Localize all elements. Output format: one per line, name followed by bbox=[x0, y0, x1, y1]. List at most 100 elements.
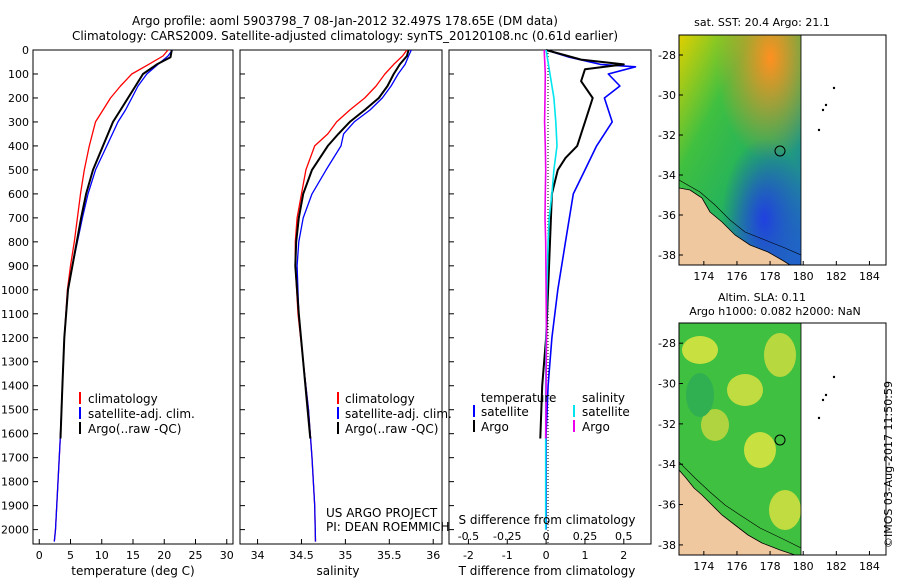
legend-label-s-argo: Argo bbox=[582, 420, 610, 434]
temperature-x-axis: 0 5 10 15 20 25 30 bbox=[36, 539, 234, 562]
series-line bbox=[544, 49, 558, 530]
map-x-tick-label: 182 bbox=[826, 270, 847, 283]
x-tick-label: -1 bbox=[502, 549, 513, 562]
difference-x-axis: -2 -1 0 1 2 bbox=[463, 539, 627, 562]
depth-tick-label: 1100 bbox=[1, 308, 29, 321]
salinity-scale-label: -0.5 bbox=[458, 530, 479, 543]
sla-map-frame bbox=[678, 322, 887, 556]
series-line bbox=[59, 49, 173, 439]
map-y-tick-label: -34 bbox=[658, 458, 676, 471]
map-x-tick-label: 176 bbox=[726, 560, 747, 573]
x-tick-label: 0 bbox=[36, 549, 43, 562]
legend-label-climatology: climatology bbox=[345, 392, 415, 406]
x-tick-label: 36 bbox=[426, 549, 440, 562]
map-y-tick-label: -32 bbox=[658, 129, 676, 142]
depth-tick-label: 1700 bbox=[1, 452, 29, 465]
depth-tick-label: 1600 bbox=[1, 428, 29, 441]
map-x-tick-label: 176 bbox=[726, 270, 747, 283]
legend-label-argo: Argo(..raw -QC) bbox=[345, 422, 438, 436]
series-line bbox=[545, 49, 637, 530]
depth-tick-label: 100 bbox=[8, 68, 29, 81]
map-x-tick-label: 178 bbox=[760, 560, 781, 573]
depth-tick-label: 2000 bbox=[1, 524, 29, 537]
project-credit: US ARGO PROJECT bbox=[326, 506, 438, 520]
depth-tick-label: 1900 bbox=[1, 500, 29, 513]
temperature-plot-frame bbox=[32, 49, 234, 545]
legend-label-climatology: climatology bbox=[88, 392, 158, 406]
kermadec-islands bbox=[817, 375, 836, 420]
x-tick-label: 15 bbox=[126, 549, 140, 562]
legend-title-temperature: temperature bbox=[481, 391, 556, 405]
s-difference-axis-label: S difference from climatology bbox=[459, 513, 636, 527]
salinity-scale-label: 0 bbox=[543, 530, 550, 543]
salinity-plot-frame bbox=[239, 49, 443, 545]
x-tick-label: 25 bbox=[189, 549, 203, 562]
island-dot bbox=[824, 103, 828, 107]
sla-map-axes: 174 176 178 180 182 184 -28 -30 -32 -34 -36 -38 bbox=[658, 337, 880, 573]
depth-tick-label: 300 bbox=[8, 116, 29, 129]
sst-map-axes: 174 176 178 180 182 184 -28 -30 -32 -34 -36 -38 bbox=[658, 49, 880, 283]
map-y-tick-label: -36 bbox=[658, 499, 676, 512]
argo-position-marker bbox=[774, 434, 786, 446]
x-tick-label: 35 bbox=[338, 549, 352, 562]
map-x-tick-label: 178 bbox=[760, 270, 781, 283]
sla-map-image bbox=[679, 323, 801, 555]
series-line bbox=[296, 49, 412, 542]
salinity-scale-label: -0.25 bbox=[493, 530, 521, 543]
figure-title-line-1: Argo profile: aoml 5903798_7 08-Jan-2012… bbox=[132, 14, 558, 28]
sla-low-region bbox=[686, 373, 714, 417]
new-zealand-land bbox=[679, 469, 796, 555]
depth-tick-label: 700 bbox=[8, 212, 29, 225]
salinity-legend: climatology satellite-adj. clim. Argo(..… bbox=[337, 392, 452, 436]
island-dot bbox=[832, 86, 836, 90]
salinity-axis-label: salinity bbox=[316, 564, 359, 578]
difference-series bbox=[539, 49, 637, 530]
sla-high-region bbox=[769, 490, 801, 530]
depth-tick-label: 1400 bbox=[1, 380, 29, 393]
map-x-tick-label: 174 bbox=[693, 270, 714, 283]
depth-tick-label: 1200 bbox=[1, 332, 29, 345]
depth-tick-label: 500 bbox=[8, 164, 29, 177]
map-y-tick-label: -30 bbox=[658, 89, 676, 102]
depth-tick-label: 600 bbox=[8, 188, 29, 201]
legend-label-t-satellite: satellite bbox=[481, 405, 529, 419]
map-x-tick-label: 180 bbox=[793, 270, 814, 283]
temperature-series bbox=[53, 49, 173, 542]
t-difference-axis-label: T difference from climatology bbox=[458, 564, 636, 578]
temperature-legend: climatology satellite-adj. clim. Argo(..… bbox=[79, 392, 195, 436]
difference-salinity-scale: -0.5 -0.25 0 0.25 0.5 bbox=[458, 530, 633, 543]
sla-high-region bbox=[701, 409, 729, 441]
map-y-tick-label: -38 bbox=[658, 249, 676, 262]
bathymetry-contour bbox=[679, 179, 801, 256]
legend-label-t-argo: Argo bbox=[481, 420, 509, 434]
x-tick-label: 35.5 bbox=[377, 549, 402, 562]
map-y-tick-label: -36 bbox=[658, 209, 676, 222]
x-tick-label: 5 bbox=[67, 549, 74, 562]
sst-map-frame bbox=[678, 34, 887, 266]
map-y-tick-label: -30 bbox=[658, 378, 676, 391]
island-dot bbox=[824, 393, 828, 397]
x-tick-label: 34.5 bbox=[289, 549, 314, 562]
depth-tick-label: 400 bbox=[8, 140, 29, 153]
x-tick-label: 10 bbox=[95, 549, 109, 562]
series-line bbox=[53, 49, 173, 542]
sla-high-region bbox=[727, 374, 763, 406]
x-tick-label: 0 bbox=[543, 549, 550, 562]
map-y-tick-label: -34 bbox=[658, 169, 676, 182]
salinity-series bbox=[294, 49, 412, 542]
salinity-x-axis: 34 34.5 35 35.5 36 bbox=[251, 539, 440, 562]
depth-tick-label: 0 bbox=[22, 44, 29, 57]
x-tick-label: 1 bbox=[581, 549, 588, 562]
x-tick-label: 34 bbox=[251, 549, 265, 562]
map-y-tick-label: -32 bbox=[658, 418, 676, 431]
temperature-axis-label: temperature (deg C) bbox=[71, 564, 194, 578]
depth-tick-label: 1300 bbox=[1, 356, 29, 369]
salinity-scale-label: 0.25 bbox=[573, 530, 598, 543]
island-dot bbox=[817, 128, 821, 132]
island-dot bbox=[821, 108, 825, 112]
legend-label-s-satellite: satellite bbox=[582, 405, 630, 419]
x-tick-label: 30 bbox=[220, 549, 234, 562]
series-line bbox=[294, 49, 410, 439]
difference-plot-frame bbox=[448, 49, 652, 545]
sst-map-title: sat. SST: 20.4 Argo: 21.1 bbox=[694, 16, 830, 29]
